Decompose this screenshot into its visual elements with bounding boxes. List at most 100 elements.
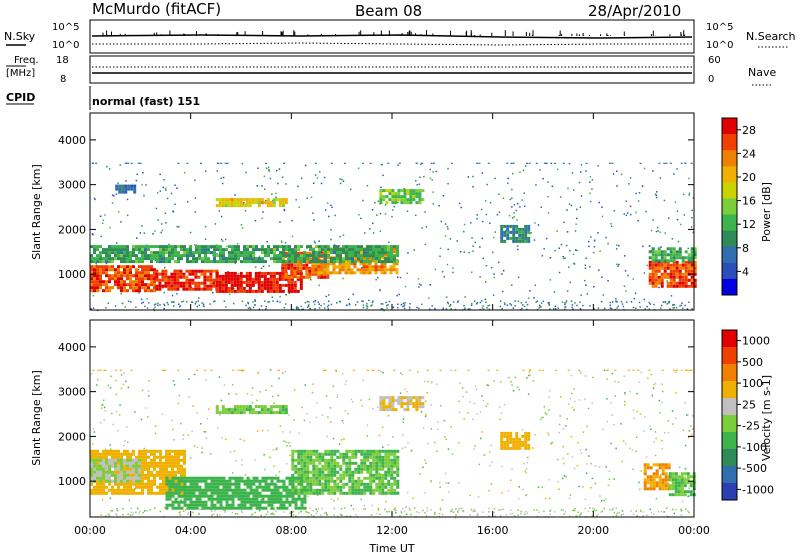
scatter-echo [675, 201, 677, 203]
echo-cell [305, 270, 308, 273]
ground-echo [319, 303, 321, 305]
echo-cell [259, 480, 262, 483]
echo-cell [277, 486, 280, 489]
echo-cell [276, 278, 279, 281]
ground-echo [247, 302, 249, 304]
scatter-echo [584, 398, 586, 400]
range-gate-echo [238, 370, 240, 371]
scatter-echo [205, 170, 207, 172]
scatter-echo [624, 404, 626, 406]
echo-cell [330, 257, 333, 260]
echo-cell [270, 251, 273, 254]
echo-cell [271, 489, 274, 492]
echo-cell [174, 260, 177, 263]
echo-cell [108, 277, 111, 280]
range-gate-echo [97, 370, 99, 371]
echo-cell [184, 486, 187, 489]
echo-cell [315, 260, 318, 263]
echo-cell [237, 248, 240, 251]
scatter-echo [573, 388, 575, 390]
ground-echo [668, 301, 670, 303]
echo-cell [277, 489, 280, 492]
scatter-echo [668, 483, 670, 485]
echo-cell [167, 282, 170, 285]
echo-cell [327, 254, 330, 257]
scatter-echo [430, 178, 432, 180]
scatter-echo [192, 405, 194, 407]
ground-echo [197, 306, 199, 308]
echo-cell [189, 245, 192, 248]
scatter-echo [525, 495, 527, 497]
echo-cell [679, 282, 682, 285]
echo-cell [276, 272, 279, 275]
echo-cell [375, 268, 378, 271]
echo-cell [342, 268, 345, 271]
echo-cell [327, 453, 330, 456]
echo-cell [132, 254, 135, 257]
echo-cell [512, 225, 515, 228]
ground-echo [457, 301, 459, 303]
scatter-echo [559, 272, 561, 274]
echo-cell [679, 267, 682, 270]
scatter-echo [286, 445, 288, 447]
echo-cell [261, 275, 264, 278]
echo-cell [366, 254, 369, 257]
echo-cell [195, 260, 198, 263]
echo-cell [147, 286, 150, 289]
echo-cell [372, 248, 375, 251]
echo-cell [194, 276, 197, 279]
echo-cell [393, 268, 396, 271]
ground-echo [279, 301, 281, 303]
echo-cell [214, 507, 217, 510]
ground-echo [443, 308, 445, 310]
echo-cell [162, 254, 165, 257]
ground-echo [316, 513, 318, 515]
echo-cell [185, 279, 188, 282]
echo-cell [396, 254, 399, 257]
ground-echo [355, 514, 357, 516]
ground-echo [308, 301, 310, 303]
echo-cell [259, 483, 262, 486]
echo-cell [652, 267, 655, 270]
echo-cell [205, 483, 208, 486]
scatter-echo [567, 418, 569, 420]
scatter-echo [593, 286, 595, 288]
echo-cell [279, 245, 282, 248]
echo-cell [253, 489, 256, 492]
echo-cell [132, 459, 135, 462]
echo-cell [219, 254, 222, 257]
ground-echo [482, 305, 484, 307]
echo-cell [363, 260, 366, 263]
echo-cell [294, 284, 297, 287]
scatter-echo [500, 381, 502, 383]
echo-cell [667, 273, 670, 276]
echo-cell [387, 245, 390, 248]
scatter-echo [430, 169, 432, 171]
range-gate-echo [131, 370, 133, 371]
ground-echo [488, 511, 490, 512]
echo-cell [506, 225, 509, 228]
echo-cell [324, 480, 327, 483]
echo-cell [123, 471, 126, 474]
echo-cell [213, 251, 216, 254]
scatter-echo [342, 278, 344, 280]
scatter-echo [171, 193, 173, 195]
echo-cell [670, 267, 673, 270]
nsky-panel [90, 20, 694, 53]
echo-cell [297, 468, 300, 471]
ground-echo [154, 507, 156, 509]
scatter-echo [474, 403, 476, 405]
echo-cell [676, 267, 679, 270]
scatter-echo [483, 400, 485, 402]
scatter-echo [94, 198, 96, 200]
echo-cell [255, 281, 258, 284]
echo-cell [123, 483, 126, 486]
echo-cell [336, 260, 339, 263]
scatter-echo [275, 197, 277, 199]
echo-cell [205, 489, 208, 492]
scatter-echo [567, 290, 569, 292]
scatter-echo [594, 246, 596, 248]
echo-cell [300, 284, 303, 287]
ground-echo [178, 304, 180, 306]
echo-cell [241, 501, 244, 504]
